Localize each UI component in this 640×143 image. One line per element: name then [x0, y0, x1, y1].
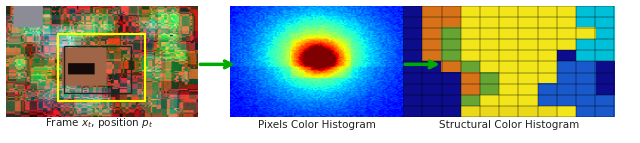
Bar	[58, 34, 145, 101]
Text: Pixels Color Histogram: Pixels Color Histogram	[258, 120, 376, 130]
Bar	[64, 46, 131, 93]
Text: Structural Color Histogram: Structural Color Histogram	[438, 120, 579, 130]
Text: Frame $x_t$, position $p_t$: Frame $x_t$, position $p_t$	[45, 116, 154, 130]
